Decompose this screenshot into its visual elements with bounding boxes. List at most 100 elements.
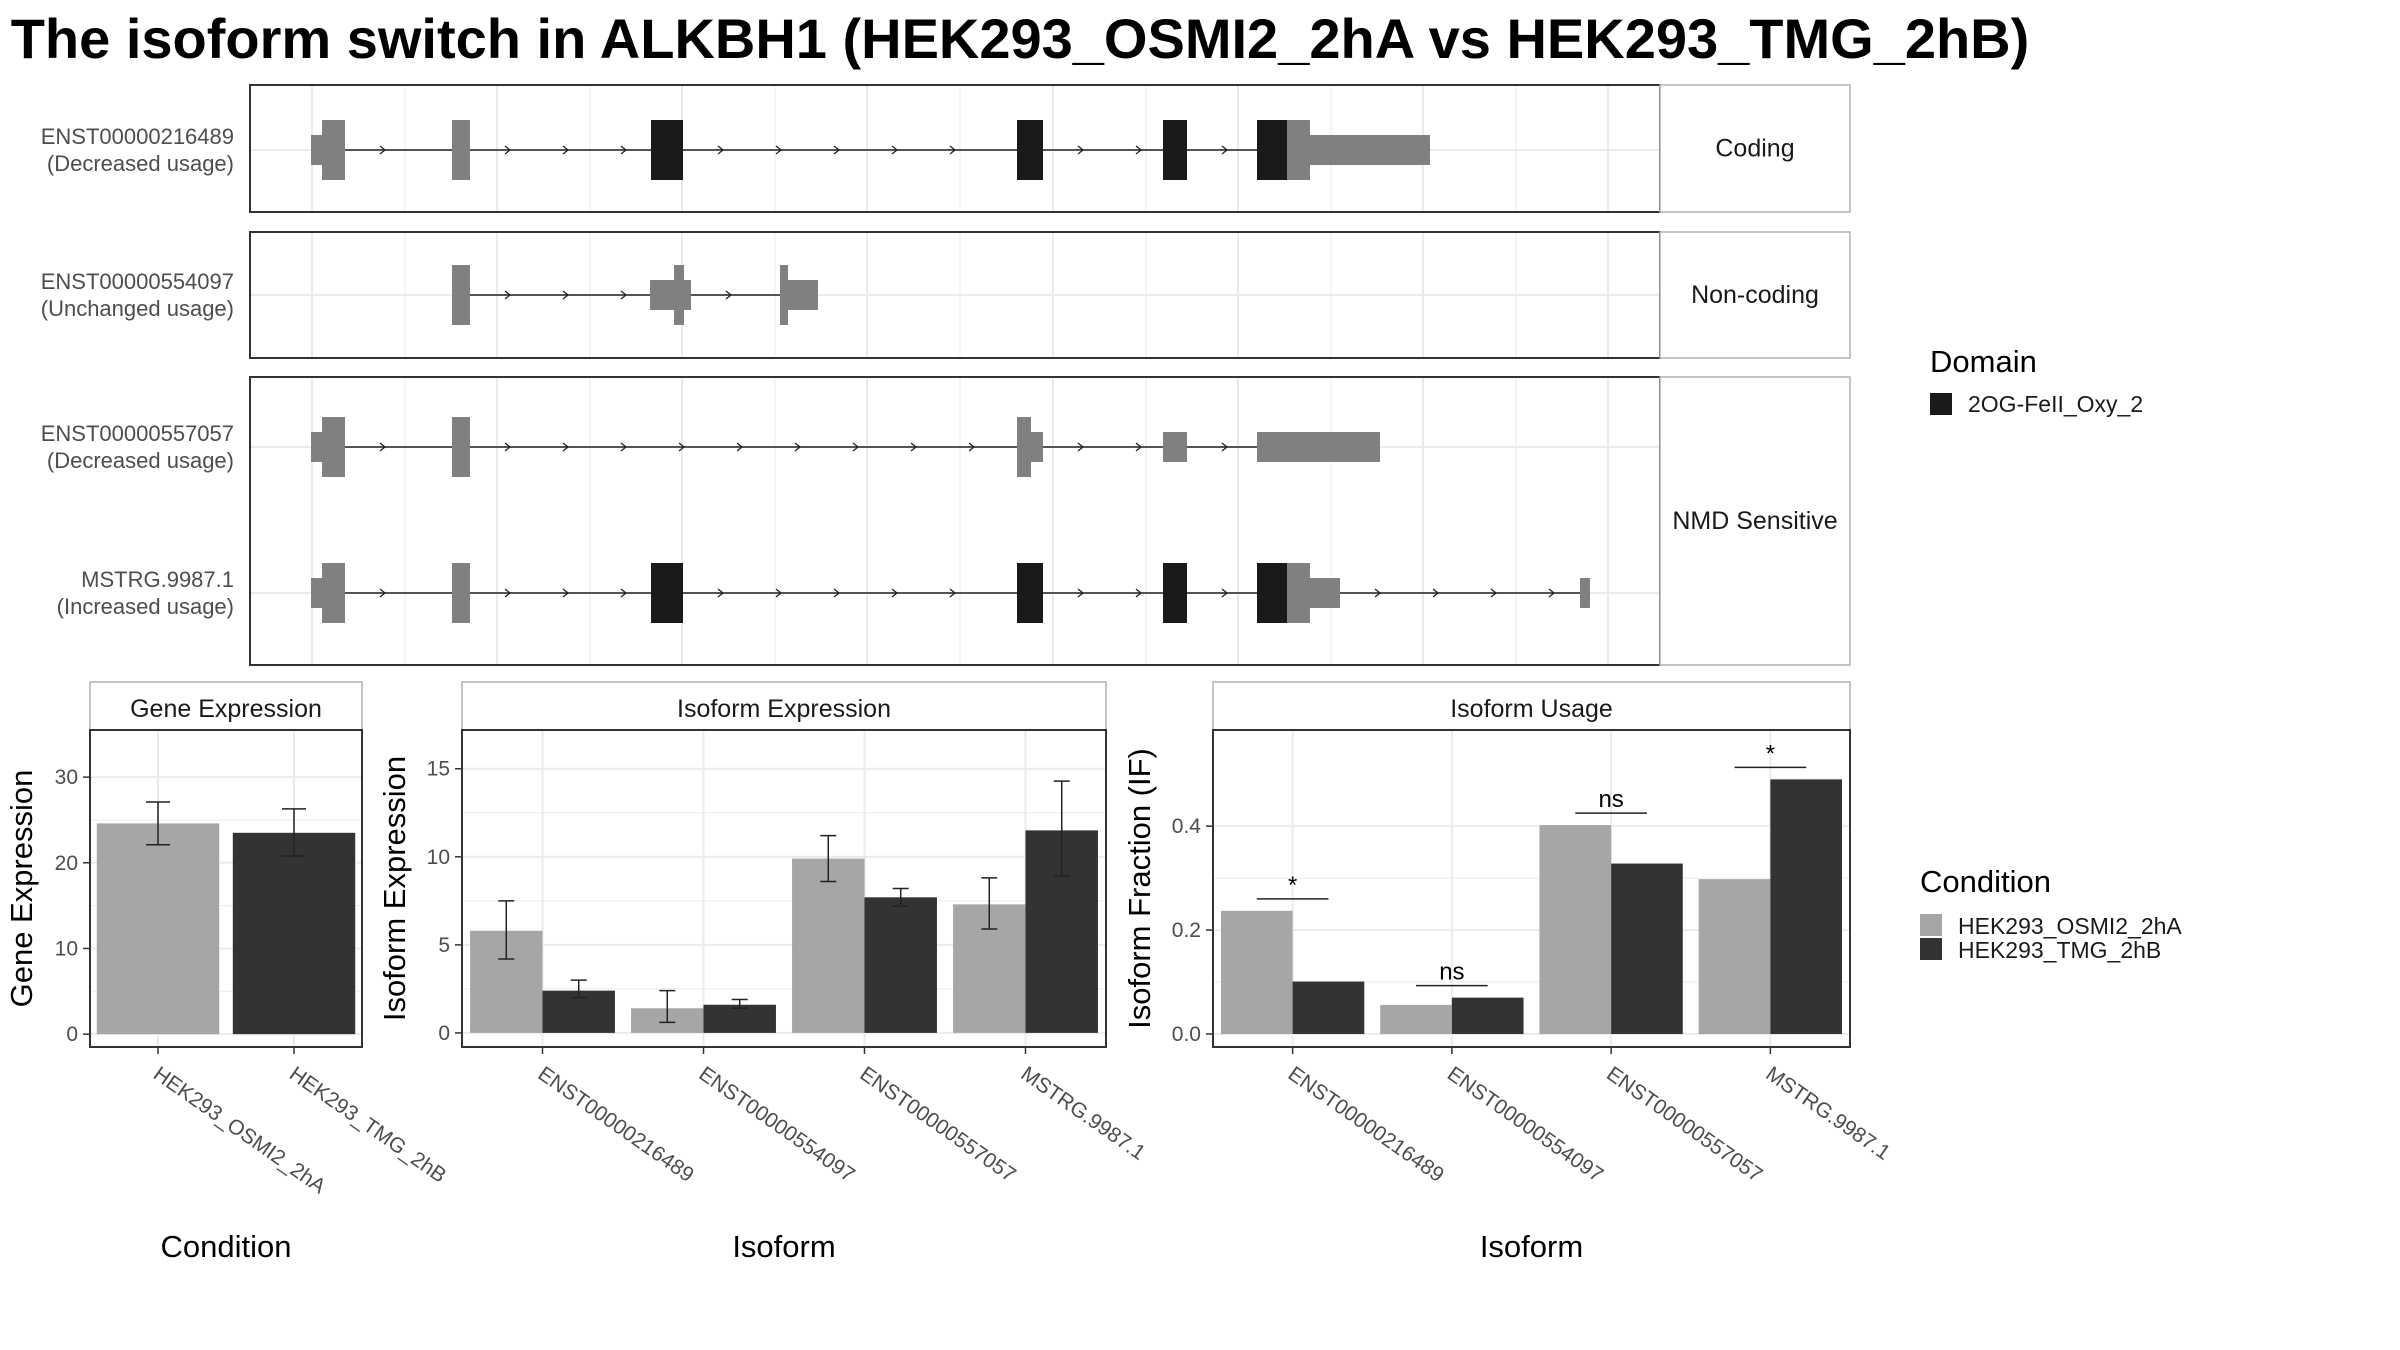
intron-direction-arrow: [379, 442, 387, 452]
intron-direction-arrow: [504, 442, 512, 452]
x-tick-label: ENST00000557057: [856, 1062, 1020, 1187]
intron-direction-arrow: [1135, 588, 1143, 598]
isoform-label: MSTRG.9987.1: [81, 567, 234, 592]
y-axis-title: Isoform Fraction (IF): [1122, 748, 1157, 1029]
intron-direction-arrow: [775, 145, 783, 155]
transcript-panel-bg: [250, 377, 1660, 665]
intron-direction-arrow: [620, 442, 628, 452]
intron-direction-arrow: [1077, 145, 1085, 155]
utr-exon: [1580, 578, 1590, 608]
x-tick-label: MSTRG.9987.1: [1017, 1062, 1150, 1165]
intron-direction-arrow: [910, 442, 918, 452]
bar-tmg: [1451, 997, 1524, 1035]
x-axis-title: Isoform: [1480, 1229, 1583, 1264]
intron-direction-arrow: [949, 588, 957, 598]
intron-direction-arrow: [1374, 588, 1382, 598]
y-axis-title: Gene Expression: [4, 770, 39, 1008]
intron-direction-arrow: [833, 588, 841, 598]
intron-direction-arrow: [1077, 588, 1085, 598]
utr-exon: [1031, 432, 1043, 462]
panel-border: [461, 729, 1107, 1048]
bar-tmg: [703, 1004, 776, 1033]
intron-direction-arrow: [949, 145, 957, 155]
domain-exon: [1163, 563, 1187, 623]
x-tick-label: ENST00000554097: [695, 1062, 859, 1187]
panel-strip-label: Gene Expression: [130, 695, 322, 723]
intron-direction-arrow: [562, 290, 570, 300]
domain-legend-title: Domain: [1930, 344, 2037, 379]
intron-direction-arrow: [562, 588, 570, 598]
y-tick-label: 5: [438, 934, 450, 957]
intron-direction-arrow: [678, 442, 686, 452]
facet-strip: [1659, 376, 1851, 666]
utr-exon: [311, 432, 322, 462]
significance-label: ns: [1439, 959, 1464, 986]
coding-exon: [452, 563, 470, 623]
transcript-structure-plot: ENST00000216489(Decreased usage)CodingEN…: [41, 84, 1851, 666]
intron-direction-arrow: [717, 145, 725, 155]
x-axis-title: Condition: [161, 1229, 292, 1264]
intron-direction-arrow: [968, 442, 976, 452]
intron-direction-arrow: [1432, 588, 1440, 598]
coding-exon: [322, 563, 345, 623]
bar-tmg: [1611, 863, 1683, 1035]
intron-direction-arrow: [379, 145, 387, 155]
coding-exon: [322, 417, 345, 477]
bar-tmg: [1770, 779, 1843, 1035]
intron-direction-arrow: [775, 588, 783, 598]
isoform-usage-label: (Increased usage): [57, 594, 234, 619]
y-tick-label: 10: [55, 937, 78, 960]
intron-direction-arrow: [1221, 145, 1229, 155]
y-tick-label: 20: [55, 852, 78, 875]
bar-osmi2: [1539, 825, 1612, 1035]
domain-legend-item: 2OG-FeII_Oxy_2: [1968, 391, 2143, 417]
utr-exon: [311, 135, 322, 165]
intron-direction-arrow: [794, 442, 802, 452]
domain-exon: [1017, 563, 1043, 623]
intron-direction-arrow: [725, 290, 733, 300]
intron-direction-arrow: [1221, 442, 1229, 452]
domain-exon: [1017, 120, 1043, 180]
isoform-usage-label: (Decreased usage): [47, 151, 234, 176]
intron-direction-arrow: [891, 145, 899, 155]
intron-direction-arrow: [891, 588, 899, 598]
intron-direction-arrow: [1135, 145, 1143, 155]
domain-exon: [1257, 120, 1287, 180]
domain-exon: [1163, 120, 1187, 180]
y-tick-label: 30: [55, 766, 78, 789]
domain-exon: [651, 120, 683, 180]
facet-strip-label: NMD Sensitive: [1672, 507, 1837, 535]
intron-direction-arrow: [620, 290, 628, 300]
significance-label: *: [1288, 872, 1297, 899]
coding-exon: [780, 265, 788, 325]
bar-osmi2: [1220, 910, 1293, 1035]
utr-exon: [650, 280, 674, 310]
coding-exon: [322, 120, 345, 180]
facet-strip: [1659, 84, 1851, 213]
facet-strip-label: Coding: [1715, 135, 1794, 163]
utr-exon: [684, 280, 691, 310]
coding-exon: [1287, 563, 1310, 623]
utr-exon: [1163, 432, 1187, 462]
intron-direction-arrow: [1548, 588, 1556, 598]
y-tick-label: 0.4: [1172, 815, 1202, 838]
intron-direction-arrow: [504, 290, 512, 300]
isoform-usage-label: (Decreased usage): [47, 448, 234, 473]
intron-direction-arrow: [379, 588, 387, 598]
x-tick-label: ENST00000216489: [1284, 1062, 1448, 1187]
utr-exon: [788, 280, 818, 310]
x-tick-label: ENST00000554097: [1443, 1062, 1607, 1187]
y-tick-label: 15: [427, 758, 450, 781]
figure-title: The isoform switch in ALKBH1 (HEK293_OSM…: [11, 7, 2030, 70]
isoform-label: ENST00000216489: [41, 124, 234, 149]
panel-border: [89, 729, 363, 1048]
condition-legend-title: Condition: [1920, 864, 2051, 899]
x-tick-label: ENST00000216489: [534, 1062, 698, 1187]
utr-exon: [1310, 135, 1430, 165]
y-tick-label: 0: [66, 1023, 78, 1046]
condition-legend-swatch-b: [1920, 938, 1942, 960]
gene-expression-panel: Gene Expression0102030HEK293_OSMI2_2hAHE…: [4, 681, 450, 1264]
panel-strip: [89, 681, 363, 731]
utr-exon: [311, 578, 322, 608]
